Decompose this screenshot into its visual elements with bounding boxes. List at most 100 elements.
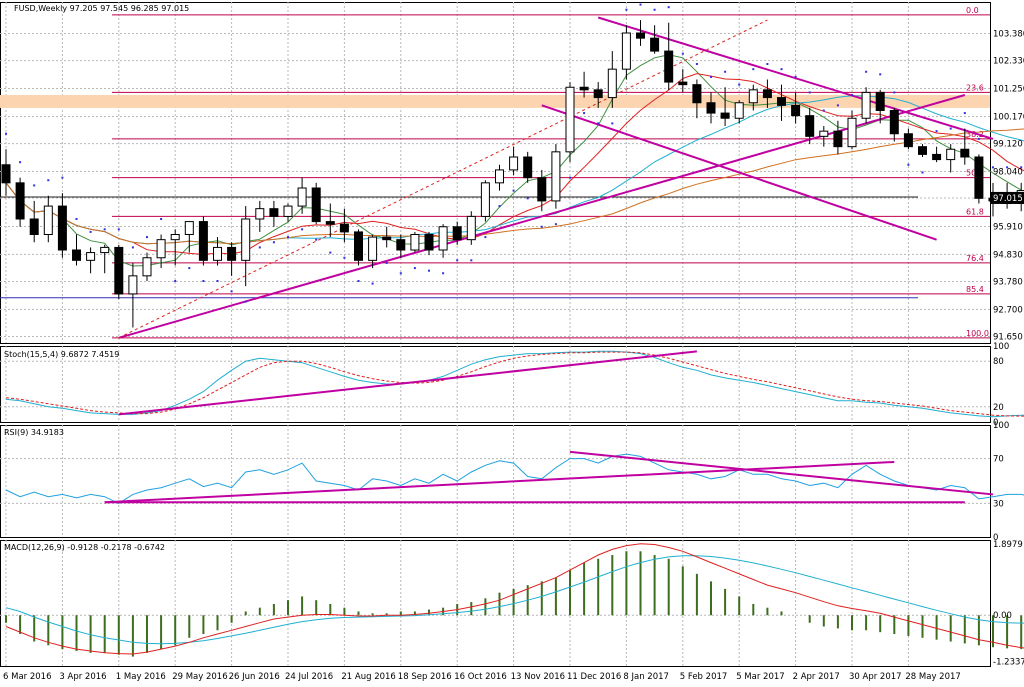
candle-body[interactable] [495,169,504,184]
x-tick-label: 8 Jan 2017 [623,672,669,682]
candle-body[interactable] [946,148,956,161]
candle-body[interactable] [269,208,279,217]
candle-body[interactable] [762,89,772,99]
candle-body[interactable] [325,221,335,225]
sar-dot [963,112,966,115]
candle-body[interactable] [15,182,25,220]
candle-body[interactable] [170,234,180,241]
candle-body[interactable] [241,218,251,261]
candle-body[interactable] [833,130,843,148]
candle-body[interactable] [255,208,265,220]
panel-frames [0,2,991,667]
candle-body[interactable] [283,205,293,217]
candle-body[interactable] [198,221,208,261]
candle-body[interactable] [43,205,53,235]
candle-body[interactable] [918,146,927,155]
candle-body[interactable] [142,257,152,277]
macd-panel[interactable] [5,543,1024,657]
candle-body[interactable] [114,246,124,295]
candle-body[interactable] [777,97,786,106]
candle-body[interactable] [86,252,96,261]
sar-dot [949,127,952,130]
candle-body[interactable] [565,86,575,153]
candle-body[interactable] [932,153,942,161]
candle-body[interactable] [29,218,39,235]
candle-body[interactable] [650,37,660,52]
candle-body[interactable] [297,187,307,207]
candle-body[interactable] [805,115,815,137]
candle-body[interactable] [382,236,392,241]
rsi-panel[interactable] [5,450,1024,504]
candle-body[interactable] [636,32,645,39]
fib-level-label: 38.2 [966,130,984,139]
x-tick-label: 5 Feb 2017 [680,672,728,682]
candle-body[interactable] [819,130,829,137]
candle-body[interactable] [368,236,378,261]
price-tick-label: 95.910 [993,222,1023,232]
x-tick-label: 28 May 2017 [905,672,960,682]
candle-body[interactable] [213,246,222,261]
sar-dot [174,280,177,282]
candle-body[interactable] [551,151,561,202]
stoch-main-line [5,350,1024,418]
sar-dot [244,300,247,303]
candle-body[interactable] [480,182,490,217]
candle-body[interactable] [593,89,603,99]
sar-dot [258,246,261,249]
candle-body[interactable] [607,68,617,99]
candle-body[interactable] [57,205,67,251]
candle-body[interactable] [128,275,138,295]
price-tick-label: 103.380 [993,30,1024,40]
candle-body[interactable] [734,102,744,119]
candle-body[interactable] [438,226,448,251]
candle-body[interactable] [424,234,434,251]
candle-body[interactable] [579,86,589,91]
indicator-tick-label: 0 [993,533,998,543]
candle-body[interactable] [227,246,237,261]
price-panel-title: FUSD,Weekly 97.205 97.545 96.285 97.015 [14,4,189,13]
candle-body[interactable] [875,91,885,111]
candle-body[interactable] [1,164,11,184]
candle-body[interactable] [354,231,363,261]
candle-body[interactable] [452,226,462,241]
stochastic-panel[interactable] [5,350,1024,418]
candle-body[interactable] [791,104,801,117]
candle-body[interactable] [72,249,81,261]
candle-body[interactable] [523,156,533,179]
candle-body[interactable] [889,110,899,135]
macd-panel-title: MACD(12,26,9) -0.9128 -0.2178 -0.6742 [4,543,165,552]
candle-body[interactable] [706,102,716,114]
candle-body[interactable] [339,223,349,233]
candle-body[interactable] [621,32,631,70]
candle-body[interactable] [100,246,110,254]
x-tick-label: 5 Mar 2017 [736,672,784,682]
candle-body[interactable] [861,91,871,119]
sar-dot [301,228,304,231]
candle-body[interactable] [184,221,194,235]
candle-body[interactable] [960,148,970,158]
candle-body[interactable] [720,112,730,119]
candle-body[interactable] [509,156,519,171]
price-tick-label: 102.330 [993,57,1024,67]
candle-body[interactable] [664,50,674,83]
candle-body[interactable] [156,239,166,259]
sar-dot [611,122,614,125]
candle-body[interactable] [903,133,913,148]
candle-body[interactable] [466,215,476,241]
sar-dot [977,137,980,140]
candle-body[interactable] [396,239,406,251]
candle-body[interactable] [410,234,420,251]
candle-body[interactable] [678,81,688,86]
candle-body[interactable] [847,117,857,148]
sar-dot [75,218,78,220]
candle-body[interactable] [537,177,547,202]
candle-body[interactable] [974,156,984,199]
x-tick-label: 16 Oct 2016 [454,672,507,682]
candle-body[interactable] [311,187,321,223]
candle-body[interactable] [692,84,702,104]
x-tick-label: 24 Jul 2016 [285,672,333,682]
candle-body[interactable] [748,89,758,104]
